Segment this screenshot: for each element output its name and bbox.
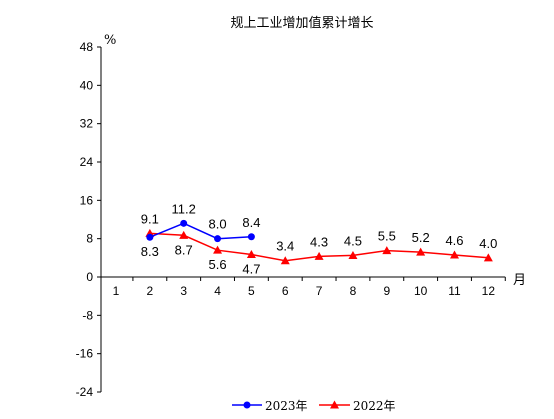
- legend-label-2022: 2022年: [353, 399, 396, 413]
- x-tick-label: 5: [248, 284, 255, 298]
- data-label: 3.4: [276, 239, 294, 254]
- data-label: 4.3: [310, 234, 328, 249]
- x-tick-label: 7: [316, 284, 323, 298]
- y-tick-label: -8: [82, 308, 93, 322]
- data-point-triangle: [213, 245, 223, 254]
- data-label: 8.0: [209, 217, 227, 232]
- data-point-circle: [247, 233, 255, 241]
- chart-title: 规上工业增加值累计增长: [230, 15, 373, 31]
- data-label: 5.6: [209, 257, 227, 272]
- data-label: 8.3: [141, 244, 159, 259]
- x-axis-unit: 月: [513, 273, 526, 288]
- data-point-triangle: [280, 256, 290, 265]
- data-point-circle: [146, 233, 154, 241]
- data-label: 8.7: [175, 242, 193, 257]
- data-label: 4.7: [242, 261, 260, 276]
- data-point-triangle: [348, 250, 358, 259]
- series-red: 9.1 8.7 5.6 4.7 3.4 4.3 4.5 5.5 5.2 4.6 4.0: [141, 211, 498, 276]
- x-tick-label: 2: [147, 284, 154, 298]
- data-point-triangle: [179, 230, 189, 239]
- data-label: 5.5: [378, 229, 396, 244]
- y-axis-unit: %: [104, 33, 116, 48]
- y-tick-label: 32: [80, 117, 94, 131]
- data-label: 5.2: [412, 230, 430, 245]
- x-tick-label: 12: [482, 284, 496, 298]
- x-tick-label: 6: [282, 284, 289, 298]
- legend-marker-circle: [243, 401, 251, 409]
- data-point-triangle: [450, 250, 459, 259]
- y-tick-label: 0: [86, 270, 93, 284]
- legend-label-2023: 2023年: [265, 399, 308, 413]
- y-tick-label: 8: [86, 232, 93, 246]
- legend-marker-triangle: [330, 400, 339, 409]
- data-point-triangle: [416, 247, 426, 256]
- data-label: 11.2: [172, 201, 196, 216]
- y-tick-label: -24: [76, 385, 94, 399]
- data-label: 8.4: [242, 215, 260, 230]
- y-tick-label: 48: [80, 40, 94, 54]
- data-label: 4.5: [344, 233, 362, 248]
- y-tick-label: -16: [76, 347, 94, 361]
- series-line: [149, 222, 252, 240]
- data-label: 4.0: [479, 236, 497, 251]
- x-tick-label: 4: [214, 284, 221, 298]
- x-tick-label: 3: [180, 284, 187, 298]
- data-point-triangle: [314, 251, 324, 260]
- data-point-triangle: [246, 249, 256, 258]
- series-blue: 8.3 11.2 8.0 8.4: [141, 201, 261, 259]
- x-tick-label: 1: [113, 284, 120, 298]
- x-tick-label: 9: [383, 284, 390, 298]
- series-layer: 9.1 8.7 5.6 4.7 3.4 4.3 4.5 5.5 5.2 4.6 4.0 8.3 11.2…: [141, 201, 498, 276]
- data-point-circle: [180, 219, 188, 227]
- legend-item-2022: 2022年: [319, 399, 396, 413]
- legend: 2023年 2022年: [232, 399, 396, 413]
- data-point-triangle: [382, 246, 392, 255]
- x-tick-label: 11: [448, 284, 461, 298]
- y-tick-label: 40: [80, 78, 94, 92]
- data-label: 9.1: [141, 211, 159, 226]
- data-point-triangle: [483, 253, 493, 262]
- y-tick-label: 24: [80, 155, 94, 169]
- x-tick-label: 8: [350, 284, 357, 298]
- data-label: 4.6: [445, 233, 463, 248]
- y-tick-label: 16: [80, 193, 94, 207]
- data-point-circle: [214, 235, 222, 243]
- legend-item-2023: 2023年: [232, 399, 308, 413]
- x-tick-label: 10: [414, 284, 428, 298]
